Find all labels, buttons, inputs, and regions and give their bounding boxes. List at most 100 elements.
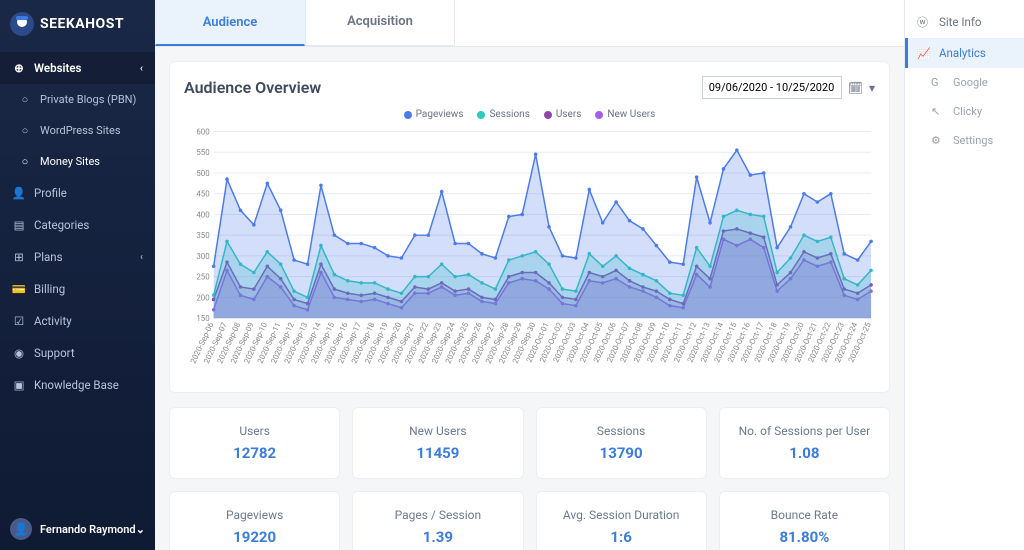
nav-icon: 👤 <box>12 186 26 200</box>
sidebar-nav-label: Support <box>34 346 75 360</box>
sidebar-nav-item[interactable]: ◉ Support <box>0 337 155 369</box>
sidebar-nav-item[interactable]: 👤 Profile <box>0 177 155 209</box>
nav-icon: ▣ <box>12 378 26 392</box>
sidebar-left: SEEKAHOST ⊕ Websites ‹ ○Private Blogs (PB… <box>0 0 155 550</box>
stat-card: Sessions 13790 <box>536 407 707 479</box>
sidebar-right: ⓦ Site Info 📈 Analytics G Google ↖ Clicky ⚙Setti… <box>904 0 1024 550</box>
nav-icon: ☑ <box>12 314 26 328</box>
stat-card: Pages / Session1.39 <box>352 491 523 550</box>
nav-icon: ◉ <box>12 346 26 360</box>
legend-dot-icon <box>404 111 412 119</box>
rightbar-item[interactable]: ⓦ Site Info <box>905 6 1024 38</box>
legend-item[interactable]: Sessions <box>477 109 529 120</box>
date-range-picker[interactable]: 🗓 ▾ <box>702 76 875 99</box>
rightbar-item[interactable]: ↖ Clicky <box>905 97 1024 126</box>
audience-chart: 1502002503003504004505005506002020-Sep-0… <box>184 124 875 374</box>
sidebar-sub-item[interactable]: ○Money Sites <box>0 146 155 177</box>
svg-text:500: 500 <box>196 169 209 178</box>
logo-icon <box>8 10 36 38</box>
sidebar-sub-label: WordPress Sites <box>40 124 121 137</box>
brand-logo[interactable]: SEEKAHOST <box>0 0 155 52</box>
content-area: Audience Overview 🗓 ▾ Pageviews Sessions U… <box>155 47 904 550</box>
stat-card: Avg. Session Duration 1:6 <box>536 491 707 550</box>
rightbar-label: Site Info <box>939 15 981 29</box>
avatar: 👤 <box>10 518 32 540</box>
nav-icon: 💳 <box>12 282 26 296</box>
rightbar-label: Clicky <box>953 105 982 118</box>
sidebar-nav-label: Knowledge Base <box>34 378 119 392</box>
sidebar-nav-label: Activity <box>34 314 72 328</box>
stat-label: No. of Sessions per User <box>728 424 881 438</box>
legend-dot-icon <box>544 111 552 119</box>
sidebar-nav-item[interactable]: ⊞ Plans ‹ <box>0 241 155 273</box>
svg-text:350: 350 <box>196 231 209 240</box>
legend-item[interactable]: Pageviews <box>404 109 464 120</box>
stat-label: Sessions <box>545 424 698 438</box>
bullet-icon: ○ <box>18 155 32 168</box>
rightbar-icon: ↖ <box>931 105 945 118</box>
sidebar-subitems: ○Private Blogs (PBN) ○ WordPress Sites ○Mon… <box>0 84 155 177</box>
legend-item[interactable]: Users <box>544 109 582 120</box>
stat-label: Pages / Session <box>361 508 514 522</box>
stat-value: 11459 <box>361 444 514 462</box>
sidebar-section-websites[interactable]: ⊕Websites ‹ <box>0 52 155 84</box>
stats-grid: Users12782New Users11459Sessions13790No.… <box>169 407 890 550</box>
legend-label: New Users <box>607 109 655 120</box>
svg-text:450: 450 <box>196 190 209 199</box>
stat-label: Bounce Rate <box>728 508 881 522</box>
rightbar-icon: ⚙ <box>931 134 945 147</box>
sidebar-sub-item[interactable]: ○ WordPress Sites <box>0 115 155 146</box>
svg-text:200: 200 <box>196 293 209 302</box>
sidebar-nav-item[interactable]: ▣ Knowledge Base <box>0 369 155 401</box>
stat-label: Pageviews <box>178 508 331 522</box>
sidebar-nav-label: Categories <box>34 218 89 232</box>
sidebar-nav-label: Profile <box>34 186 67 200</box>
rightbar-icon: 📈 <box>917 47 931 60</box>
user-footer[interactable]: 👤 Fernando Raymond ⌄ <box>0 508 155 550</box>
rightbar-item[interactable]: G Google <box>905 68 1024 97</box>
rightbar-item[interactable]: 📈 Analytics <box>905 38 1024 68</box>
rightbar-icon: G <box>931 76 945 89</box>
overview-card: Audience Overview 🗓 ▾ Pageviews Sessions U… <box>169 61 890 393</box>
chevron-left-icon: ‹ <box>140 252 143 263</box>
caret-down-icon[interactable]: ▾ <box>869 81 875 95</box>
bullet-icon: ○ <box>18 124 32 137</box>
stat-value: 81.80% <box>728 528 881 546</box>
stat-card: Pageviews19220 <box>169 491 340 550</box>
tab-audience[interactable]: Audience <box>155 0 305 46</box>
date-range-input[interactable] <box>702 76 842 99</box>
rightbar-item[interactable]: ⚙Settings <box>905 126 1024 155</box>
sidebar-nav-label: Plans <box>34 250 63 264</box>
rightbar-label: Google <box>953 76 988 89</box>
sidebar-nav-item[interactable]: 💳Billing <box>0 273 155 305</box>
rightbar-label: Analytics <box>939 46 986 60</box>
sidebar-nav-item[interactable]: ☑ Activity <box>0 305 155 337</box>
stat-value: 1:6 <box>545 528 698 546</box>
rightbar-icon: ⓦ <box>917 14 931 30</box>
stat-value: 1.08 <box>728 444 881 462</box>
card-header: Audience Overview 🗓 ▾ <box>184 76 875 99</box>
stat-label: Avg. Session Duration <box>545 508 698 522</box>
nav-icon: ⊞ <box>12 250 26 264</box>
svg-text:250: 250 <box>196 273 209 282</box>
legend-dot-icon <box>477 111 485 119</box>
sidebar-nav-item[interactable]: ▤ Categories <box>0 209 155 241</box>
globe-icon: ⊕ <box>12 61 26 75</box>
stat-card: No. of Sessions per User 1.08 <box>719 407 890 479</box>
sidebar-websites-label: Websites <box>34 61 81 75</box>
main-content: AudienceAcquisition Audience Overview 🗓 … <box>155 0 904 550</box>
svg-text:550: 550 <box>196 148 209 157</box>
legend-item[interactable]: New Users <box>595 109 655 120</box>
sidebar-sub-item[interactable]: ○Private Blogs (PBN) <box>0 84 155 115</box>
stat-card: Bounce Rate 81.80% <box>719 491 890 550</box>
svg-text:300: 300 <box>196 252 209 261</box>
tab-acquisition[interactable]: Acquisition <box>305 0 455 46</box>
stat-value: 13790 <box>545 444 698 462</box>
stat-value: 12782 <box>178 444 331 462</box>
stat-label: Users <box>178 424 331 438</box>
chart-legend: Pageviews Sessions Users New Users <box>184 109 875 120</box>
calendar-icon[interactable]: 🗓 <box>848 81 863 95</box>
brand-text: SEEKAHOST <box>40 16 124 32</box>
svg-text:600: 600 <box>196 127 209 136</box>
nav-icon: ▤ <box>12 218 26 232</box>
